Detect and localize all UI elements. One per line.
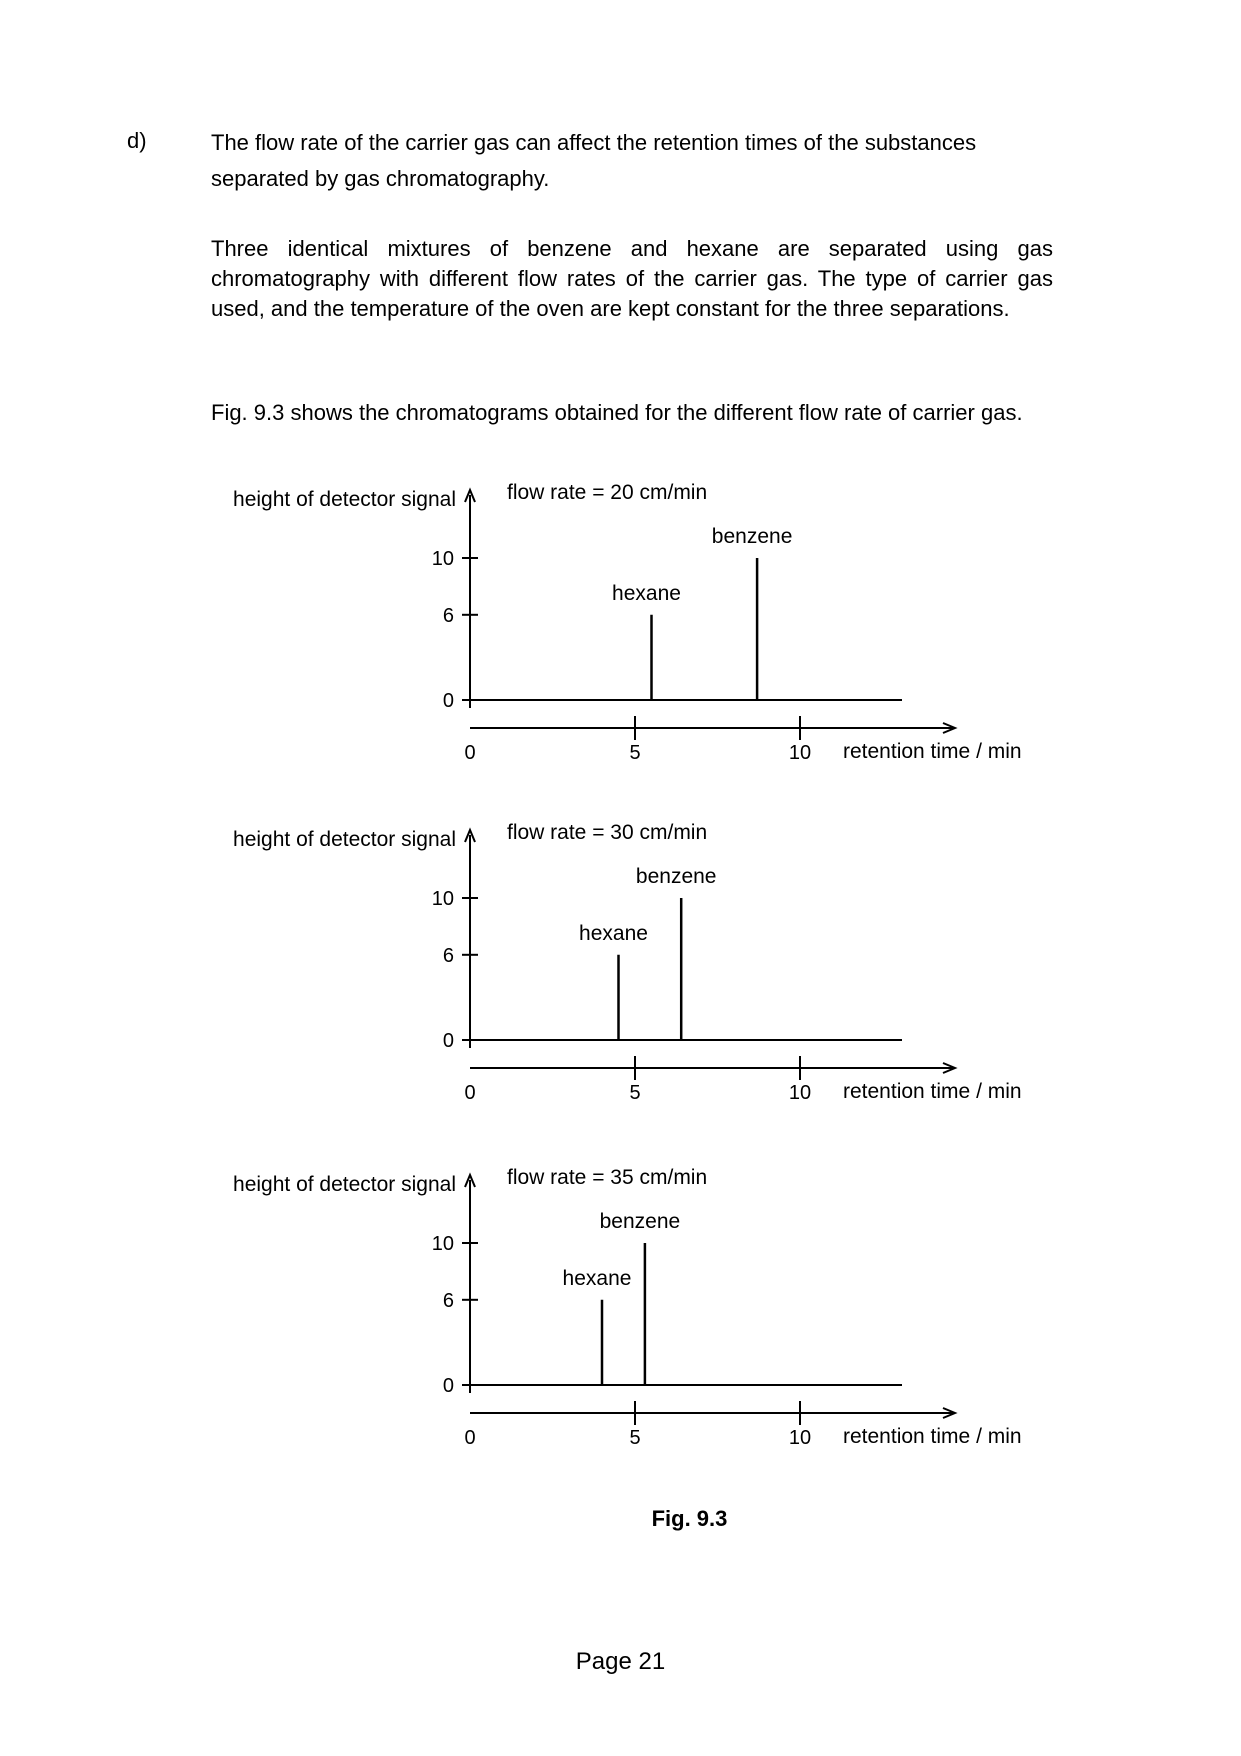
x-tick-label: 10 bbox=[789, 1427, 811, 1449]
x-tick-label: 10 bbox=[789, 1082, 811, 1104]
y-axis-arrow bbox=[464, 827, 476, 843]
question-label: d) bbox=[127, 128, 147, 153]
intro-paragraph: The flow rate of the carrier gas can aff… bbox=[211, 130, 977, 191]
y-tick-label: 6 bbox=[443, 1290, 454, 1312]
y-axis-label: height of detector signal bbox=[233, 1173, 456, 1196]
x-tick-label: 0 bbox=[464, 1082, 475, 1104]
y-tick-label: 10 bbox=[432, 1233, 454, 1255]
x-tick-label: 10 bbox=[789, 742, 811, 764]
peak-label-benzene: benzene bbox=[636, 865, 717, 888]
x-tick-label: 0 bbox=[464, 742, 475, 764]
chromatogram-35: 0 6 10 0 5 10 height of detector signal flow ra… bbox=[233, 1166, 1022, 1449]
y-tick-label: 6 bbox=[443, 945, 454, 967]
figure-reference-paragraph: Fig. 9.3 shows the chromatograms obtaine… bbox=[211, 400, 1023, 425]
peak-label-benzene: benzene bbox=[712, 525, 793, 548]
chart-title: flow rate = 20 cm/min bbox=[507, 481, 707, 504]
peak-label-hexane: hexane bbox=[563, 1267, 632, 1290]
chromatogram-20: 0 6 10 0 5 10 height of detector signal flow ra… bbox=[233, 481, 1022, 764]
y-axis-label: height of detector signal bbox=[233, 488, 456, 511]
x-axis-arrow bbox=[942, 1062, 958, 1074]
peak-label-hexane: hexane bbox=[579, 922, 648, 945]
x-tick-label: 5 bbox=[629, 1427, 640, 1449]
x-tick-label: 5 bbox=[629, 1082, 640, 1104]
y-axis-arrow bbox=[464, 1172, 476, 1188]
y-tick-label: 0 bbox=[443, 1375, 454, 1397]
x-tick-label: 0 bbox=[464, 1427, 475, 1449]
chromatogram-30: 0 6 10 0 5 10 height of detector signal flow ra… bbox=[233, 821, 1022, 1104]
y-axis-arrow bbox=[464, 487, 476, 503]
y-tick-label: 10 bbox=[432, 548, 454, 570]
x-axis-label: retention time / min bbox=[843, 1080, 1022, 1103]
peak-label-hexane: hexane bbox=[612, 582, 681, 605]
y-axis-label: height of detector signal bbox=[233, 828, 456, 851]
x-axis-label: retention time / min bbox=[843, 1425, 1022, 1448]
x-tick-label: 5 bbox=[629, 742, 640, 764]
x-axis-arrow bbox=[942, 1407, 958, 1419]
y-tick-label: 0 bbox=[443, 1030, 454, 1052]
chart-title: flow rate = 35 cm/min bbox=[507, 1166, 707, 1189]
page-number: Page 21 bbox=[575, 1648, 666, 1675]
peak-label-benzene: benzene bbox=[600, 1210, 681, 1233]
y-tick-label: 0 bbox=[443, 690, 454, 712]
method-paragraph: Three identical mixtures of benzene and … bbox=[211, 236, 1053, 321]
y-tick-label: 10 bbox=[432, 888, 454, 910]
y-tick-label: 6 bbox=[443, 605, 454, 627]
figure-caption: Fig. 9.3 bbox=[651, 1506, 728, 1531]
x-axis-label: retention time / min bbox=[843, 740, 1022, 763]
chart-title: flow rate = 30 cm/min bbox=[507, 821, 707, 844]
x-axis-arrow bbox=[942, 722, 958, 734]
